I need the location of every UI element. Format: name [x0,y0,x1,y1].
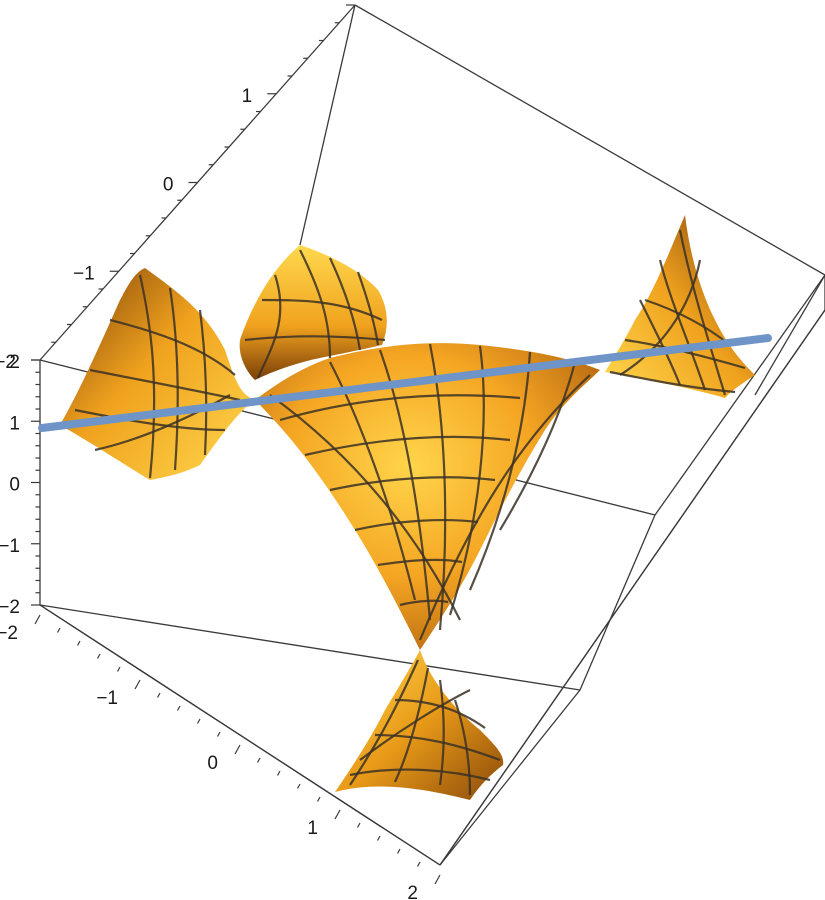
mesh-line [138,274,156,479]
mesh-line [468,351,532,591]
tick-label: −2 [0,597,20,618]
mesh-line [304,435,511,457]
tick-mark [76,640,81,646]
tick-mark [34,614,41,625]
tick-label: −1 [0,536,20,557]
tick-mark [316,796,321,802]
tick-label: 0 [207,753,218,774]
mesh-line [418,374,591,641]
mesh-line [394,698,486,729]
tick-label: −2 [0,352,16,373]
mesh-line [168,287,179,471]
tick-label: 2 [407,883,418,900]
tick-mark [234,744,241,755]
mesh-line [438,679,445,786]
mesh-line [658,259,707,391]
mesh-line [354,518,479,532]
tick-mark [134,679,141,690]
box-edge [39,604,581,691]
mesh-line [261,298,383,321]
tick-mark [376,835,381,841]
mesh-line [299,249,332,359]
tick-mark [176,705,181,711]
box-edge [579,514,656,691]
mesh-line [349,768,491,782]
mesh-line [198,309,208,456]
tick-label: 2 [9,352,20,373]
mesh-line [374,733,501,762]
box-edge [439,689,581,866]
surface-center [255,343,600,650]
tick-mark [296,783,301,789]
mesh-line [244,335,386,342]
left-axis: 2 1 0 −1 −2 [0,352,40,618]
box-edge [439,309,825,866]
tick-mark [56,627,61,633]
mesh-line [678,229,727,396]
tick-label: −1 [96,688,118,709]
mesh-line [349,659,420,786]
mesh-line [74,408,226,432]
mesh-line [644,298,731,346]
tick-label: 1 [242,86,253,107]
tick-mark [216,731,221,737]
tick-label: −2 [0,623,18,644]
bottom-axis: −2 −1 0 1 2 [0,614,441,900]
surface-lobe-left [60,268,255,480]
mesh-line [329,476,496,492]
mesh-line [359,689,471,761]
mesh-line [329,361,417,601]
mesh-line [499,361,577,531]
tick-label: 1 [9,413,20,434]
box-edge [654,274,825,516]
tick-label: −1 [73,263,95,284]
tick-mark [96,653,101,659]
bounding-box-front [39,309,825,866]
mesh-line [378,349,432,621]
mesh-line [279,394,521,422]
mesh-line [89,368,241,402]
mesh-line [453,699,472,796]
blue-axis-line [38,334,772,432]
mesh-line [609,370,736,394]
tick-mark [434,874,441,885]
mesh-line [619,259,702,376]
tick-mark [276,770,281,776]
tick-mark [116,666,121,672]
box-edge [754,274,825,396]
top-axis: −2 −1 0 1 [0,4,355,373]
tick-mark [334,809,341,820]
tick-mark [256,757,261,763]
mesh-line [256,274,282,379]
tick-label: 1 [307,818,318,839]
box-edge [299,4,356,246]
mesh-line [109,318,236,376]
mesh-line [639,299,682,386]
surface-lobe-bottom [335,650,504,800]
box-edge [39,604,441,866]
mesh-line [329,257,362,351]
tick-mark [396,848,401,854]
tick-mark [156,692,161,698]
mesh-line [394,667,430,783]
tick-label: 0 [163,175,174,196]
tick-label: 0 [9,475,20,496]
box-edge [354,4,825,276]
tick-mark [196,718,201,724]
tick-mark [416,861,421,867]
tick-mark [356,822,361,828]
